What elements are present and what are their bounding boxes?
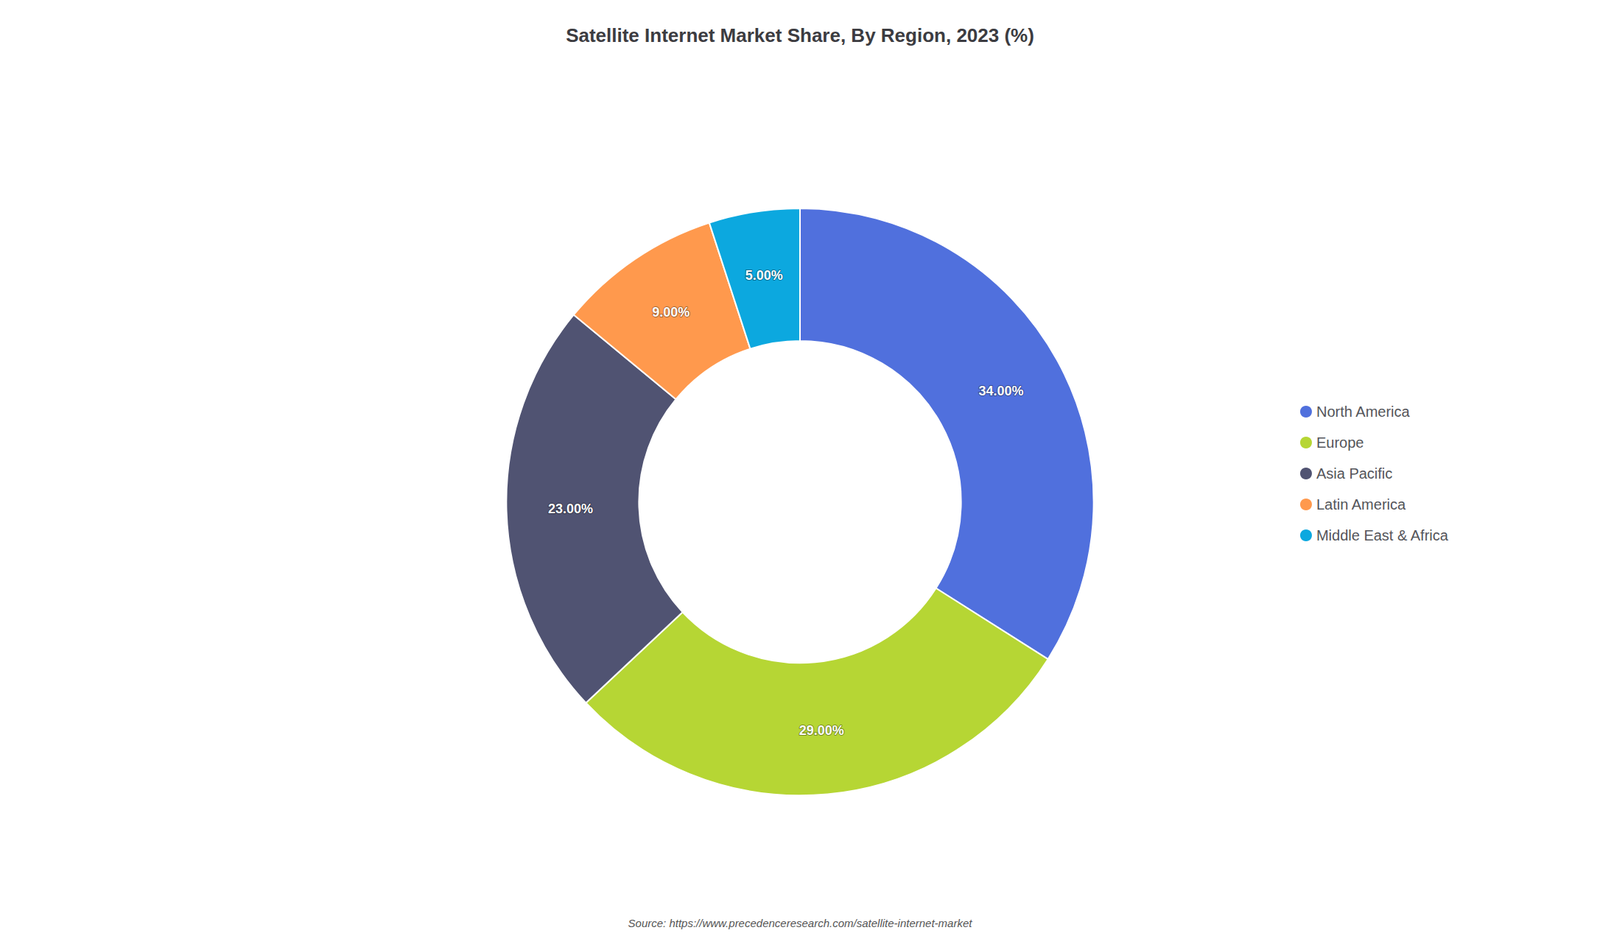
svg-text:Middle East & Africa: Middle East & Africa xyxy=(1316,527,1449,544)
svg-text:23.00%: 23.00% xyxy=(548,501,594,517)
svg-text:9.00%: 9.00% xyxy=(651,304,690,320)
svg-text:Source: https://www.precedence: Source: https://www.precedenceresearch.c… xyxy=(628,917,974,930)
svg-text:North America: North America xyxy=(1316,403,1411,420)
svg-text:29.00%: 29.00% xyxy=(799,723,845,739)
svg-text:5.00%: 5.00% xyxy=(745,268,784,283)
svg-text:Asia Pacific: Asia Pacific xyxy=(1316,465,1393,482)
svg-text:Europe: Europe xyxy=(1316,434,1365,451)
svg-text:Latin America: Latin America xyxy=(1316,496,1407,513)
svg-text:34.00%: 34.00% xyxy=(979,383,1024,399)
svg-text:Satellite Internet Market Shar: Satellite Internet Market Share, By Regi… xyxy=(565,24,1035,47)
